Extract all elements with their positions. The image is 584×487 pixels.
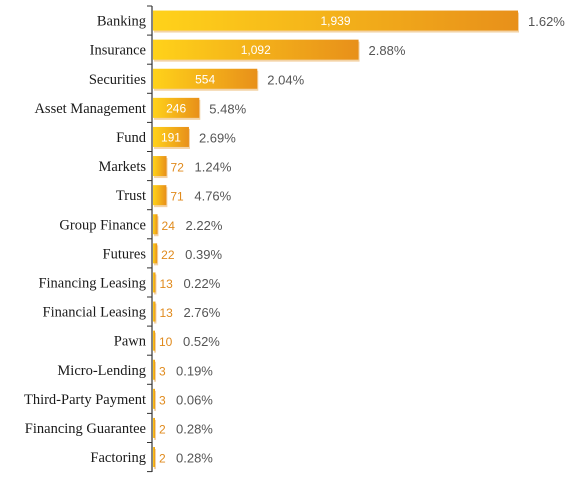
category-label: Financial Leasing [43, 305, 146, 321]
value-label: 3 [159, 364, 166, 378]
category-label: Insurance [90, 43, 146, 59]
bar [153, 214, 158, 235]
bar [153, 388, 155, 409]
percent-label: 2.22% [186, 218, 223, 233]
bar [153, 126, 189, 147]
percent-label: 0.39% [185, 247, 222, 262]
category-label: Markets [98, 159, 146, 175]
value-label: 246 [166, 101, 186, 115]
category-label: Pawn [114, 334, 147, 350]
value-label: 13 [159, 277, 173, 291]
value-label: 72 [171, 161, 185, 175]
bar [153, 97, 200, 118]
value-label: 2 [159, 452, 166, 466]
category-label: Financing Leasing [38, 275, 146, 291]
bar [153, 10, 518, 31]
value-label: 24 [162, 219, 176, 233]
bar [153, 185, 167, 206]
bar [153, 330, 155, 351]
bar [153, 39, 359, 60]
value-label: 71 [170, 190, 184, 204]
percent-label: 1.62% [528, 14, 565, 29]
category-label: Trust [116, 188, 146, 204]
bar [153, 68, 258, 89]
bar [153, 447, 155, 468]
category-label: Financing Guarantee [25, 421, 146, 437]
category-label: Securities [89, 72, 147, 88]
category-label: Asset Management [34, 101, 146, 117]
bar [153, 156, 167, 177]
percent-label: 0.19% [176, 363, 213, 378]
bar [153, 243, 158, 264]
percent-label: 1.24% [195, 160, 232, 175]
percent-label: 2.88% [369, 43, 406, 58]
category-label: Fund [116, 130, 147, 146]
bar [153, 272, 156, 293]
percent-label: 0.22% [183, 276, 220, 291]
value-label: 1,939 [320, 14, 350, 28]
value-label: 2 [159, 422, 166, 436]
bar [153, 301, 156, 322]
bar [153, 417, 155, 438]
percent-label: 2.69% [199, 130, 236, 145]
percent-label: 4.76% [194, 189, 231, 204]
category-label: Futures [103, 246, 147, 262]
value-label: 3 [159, 393, 166, 407]
category-label: Group Finance [59, 217, 146, 233]
category-label: Micro-Lending [57, 363, 146, 379]
value-label: 13 [159, 306, 173, 320]
category-label: Third-Party Payment [24, 392, 146, 408]
value-label: 22 [161, 248, 175, 262]
percent-label: 2.04% [267, 72, 304, 87]
value-label: 191 [161, 130, 181, 144]
value-label: 554 [195, 72, 215, 86]
bar [153, 359, 155, 380]
value-label: 10 [159, 335, 173, 349]
percent-label: 2.76% [183, 305, 220, 320]
percent-label: 0.28% [176, 421, 213, 436]
percent-label: 0.28% [176, 451, 213, 466]
percent-label: 0.52% [183, 334, 220, 349]
value-label: 1,092 [241, 43, 271, 57]
category-label: Banking [97, 14, 146, 30]
category-label: Factoring [90, 450, 146, 466]
percent-label: 5.48% [209, 101, 246, 116]
percent-label: 0.06% [176, 392, 213, 407]
